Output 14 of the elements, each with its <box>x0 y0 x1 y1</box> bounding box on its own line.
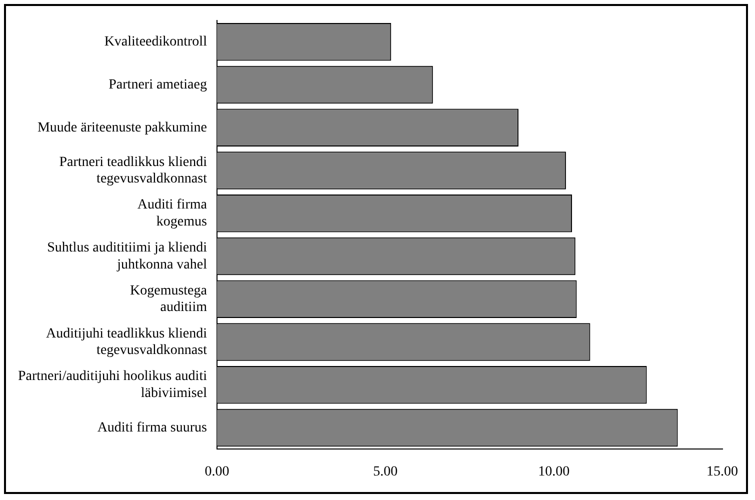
y-tick-label: Partneri/auditijuhi hoolikus auditi läbiviimisel <box>18 369 208 401</box>
x-tick-label: 15.00 <box>706 464 738 480</box>
y-tick-label: Suhtlus audititiimi ja kliendi juhtkonna vahel <box>47 240 208 272</box>
y-tick-label: Auditi firma kogemus <box>137 198 208 230</box>
y-tick-label: Muude äriteenuste pakkumine <box>37 120 207 136</box>
y-tick-label: Kogemustega auditiim <box>130 283 208 316</box>
y-tick-label: Auditijuhi teadlikkus kliendi tegevusvaldkonnast <box>46 326 208 358</box>
y-tick-label: Partneri teadlikkus kliendi tegevusvaldkonnast <box>59 154 208 187</box>
x-tick-label: 10.00 <box>538 464 570 480</box>
x-tick-label: 0.00 <box>204 464 230 480</box>
y-tick-label: Auditi firma suurus <box>97 420 207 436</box>
y-tick-label: Partneri ametiaeg <box>108 77 207 92</box>
x-tick-label: 5.00 <box>373 464 398 480</box>
y-tick-label: Kvaliteedikontroll <box>104 34 208 50</box>
